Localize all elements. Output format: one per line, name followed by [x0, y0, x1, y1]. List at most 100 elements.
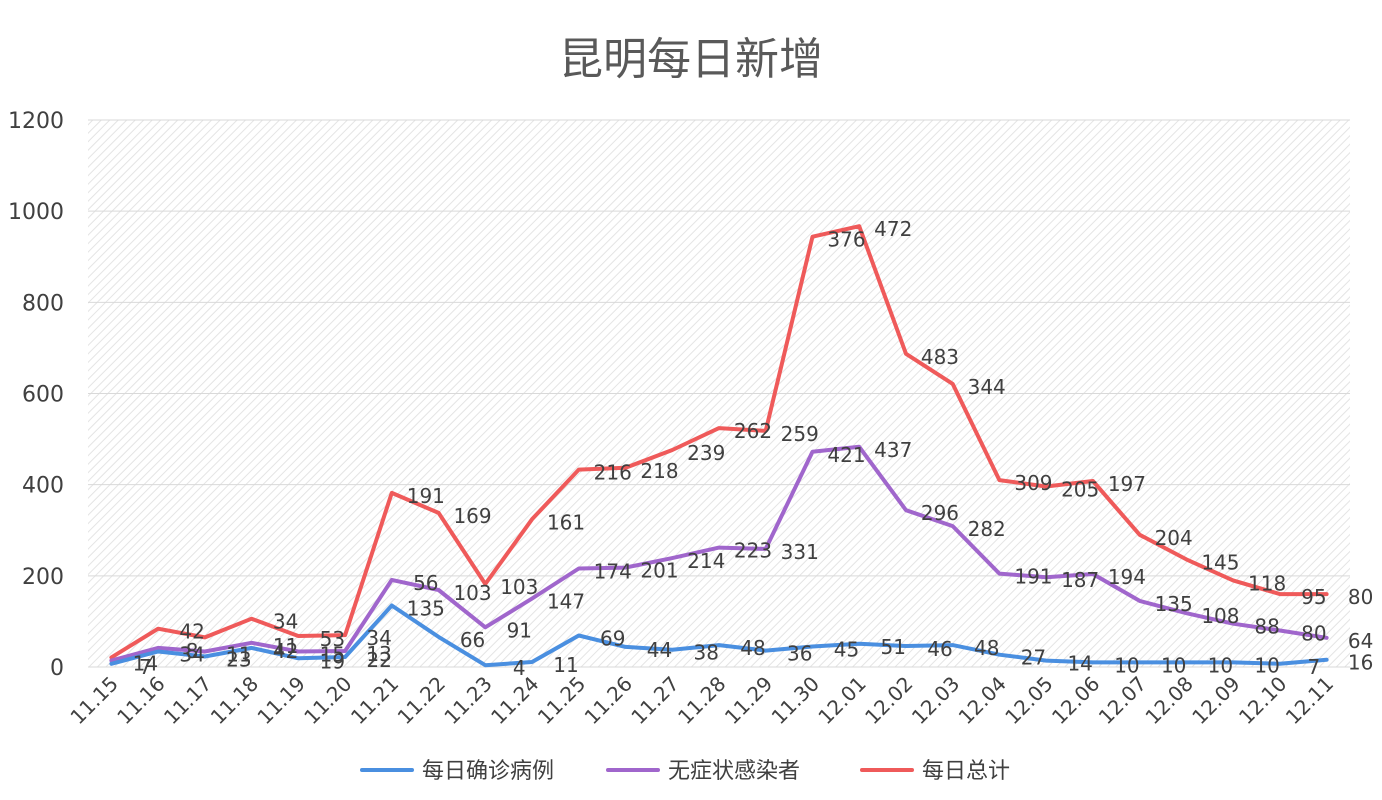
data-label: 8	[186, 639, 199, 663]
data-label: 282	[968, 517, 1006, 541]
data-label: 19	[320, 649, 345, 673]
data-label: 14	[133, 652, 158, 676]
x-tick-label: 11.29	[720, 672, 777, 729]
data-label: 10	[1254, 653, 1279, 677]
x-tick-label: 12.05	[1000, 672, 1057, 729]
y-tick-label: 800	[22, 291, 64, 316]
data-label: 14	[1067, 652, 1092, 676]
data-label: 64	[1348, 629, 1373, 653]
x-tick-label: 11.27	[626, 672, 683, 729]
data-label: 147	[547, 590, 585, 614]
data-label: 194	[1108, 565, 1146, 589]
data-label: 216	[594, 461, 632, 485]
x-tick-label: 11.26	[580, 672, 637, 729]
data-label: 223	[734, 539, 772, 563]
data-label: 4	[513, 656, 526, 680]
data-label: 214	[687, 549, 725, 573]
x-tick-label: 11.22	[393, 672, 450, 729]
data-label: 169	[453, 504, 491, 528]
x-tick-label: 12.04	[954, 672, 1011, 729]
data-label: 239	[687, 441, 725, 465]
data-label: 88	[1254, 615, 1279, 639]
data-label: 437	[874, 438, 912, 462]
data-label: 45	[834, 637, 859, 661]
series-lines	[109, 224, 1329, 668]
data-label: 376	[827, 228, 865, 252]
data-label: 262	[734, 419, 772, 443]
x-tick-label: 12.02	[860, 672, 917, 729]
gridlines	[88, 119, 1350, 668]
y-tick-label: 600	[22, 383, 64, 408]
legend: 每日确诊病例 无症状感染者 每日总计	[360, 759, 1010, 784]
data-label: 259	[781, 422, 819, 446]
data-label: 204	[1155, 526, 1193, 550]
data-label: 22	[366, 648, 391, 672]
data-label: 15	[320, 643, 345, 667]
x-tick-label: 11.15	[65, 672, 122, 729]
x-tick-label: 11.16	[112, 672, 169, 729]
series-line-2	[109, 224, 1329, 660]
data-label: 108	[1201, 604, 1239, 628]
data-label: 7	[139, 655, 152, 679]
data-label: 95	[1301, 585, 1326, 609]
series-line-1	[109, 444, 1329, 663]
data-label: 135	[407, 596, 445, 620]
data-label: 191	[1014, 565, 1052, 589]
x-tick-label: 12.01	[813, 672, 870, 729]
legend-label: 每日总计	[922, 759, 1010, 784]
series-line-0	[109, 603, 1329, 668]
data-label: 344	[968, 375, 1006, 399]
x-tick-label: 11.25	[533, 672, 590, 729]
data-label: 38	[694, 641, 719, 665]
data-label: 46	[927, 637, 952, 661]
x-tick-label: 11.30	[767, 672, 824, 729]
x-tick-label: 12.10	[1234, 672, 1291, 729]
x-tick-label: 11.21	[346, 672, 403, 729]
x-axis-ticks: 11.1511.1611.1711.1811.1911.2011.2111.22…	[65, 672, 1338, 729]
x-tick-label: 12.11	[1281, 672, 1338, 729]
data-label: 34	[179, 643, 204, 667]
data-label: 48	[974, 636, 999, 660]
data-label: 42	[273, 639, 298, 663]
data-label: 23	[226, 648, 251, 672]
y-tick-label: 1000	[8, 200, 64, 225]
data-label: 80	[1348, 585, 1373, 609]
data-label: 174	[594, 560, 632, 584]
x-tick-label: 11.28	[673, 672, 730, 729]
data-label: 191	[407, 484, 445, 508]
data-label: 11	[273, 634, 298, 658]
data-label: 53	[320, 627, 345, 651]
data-label: 145	[1201, 550, 1239, 574]
data-label: 118	[1248, 571, 1286, 595]
data-label: 66	[460, 628, 485, 652]
data-label: 483	[921, 345, 959, 369]
data-label: 10	[1161, 653, 1186, 677]
data-label: 48	[740, 636, 765, 660]
x-tick-label: 11.17	[159, 672, 216, 729]
x-tick-label: 11.19	[252, 672, 309, 729]
data-label: 309	[1014, 471, 1052, 495]
data-label: 91	[507, 618, 532, 642]
y-tick-label: 400	[22, 474, 64, 499]
y-axis-ticks: 0 200 400 600 800 1000 1200	[8, 109, 64, 681]
x-tick-label: 11.18	[206, 672, 263, 729]
data-label: 10	[1114, 653, 1139, 677]
x-tick-label: 12.06	[1047, 672, 1104, 729]
y-tick-label: 1200	[8, 109, 64, 134]
data-label: 296	[921, 501, 959, 525]
data-label: 103	[500, 575, 538, 599]
x-tick-label: 12.09	[1187, 672, 1244, 729]
x-tick-label: 11.23	[439, 672, 496, 729]
y-tick-label: 0	[50, 656, 64, 681]
data-label: 161	[547, 510, 585, 534]
data-label: 34	[366, 626, 391, 650]
data-label: 103	[453, 581, 491, 605]
chart-title: 昆明每日新增	[559, 34, 823, 85]
data-label: 34	[273, 610, 298, 634]
data-label: 11	[553, 653, 578, 677]
data-label: 56	[413, 571, 438, 595]
legend-label: 无症状感染者	[668, 759, 800, 784]
